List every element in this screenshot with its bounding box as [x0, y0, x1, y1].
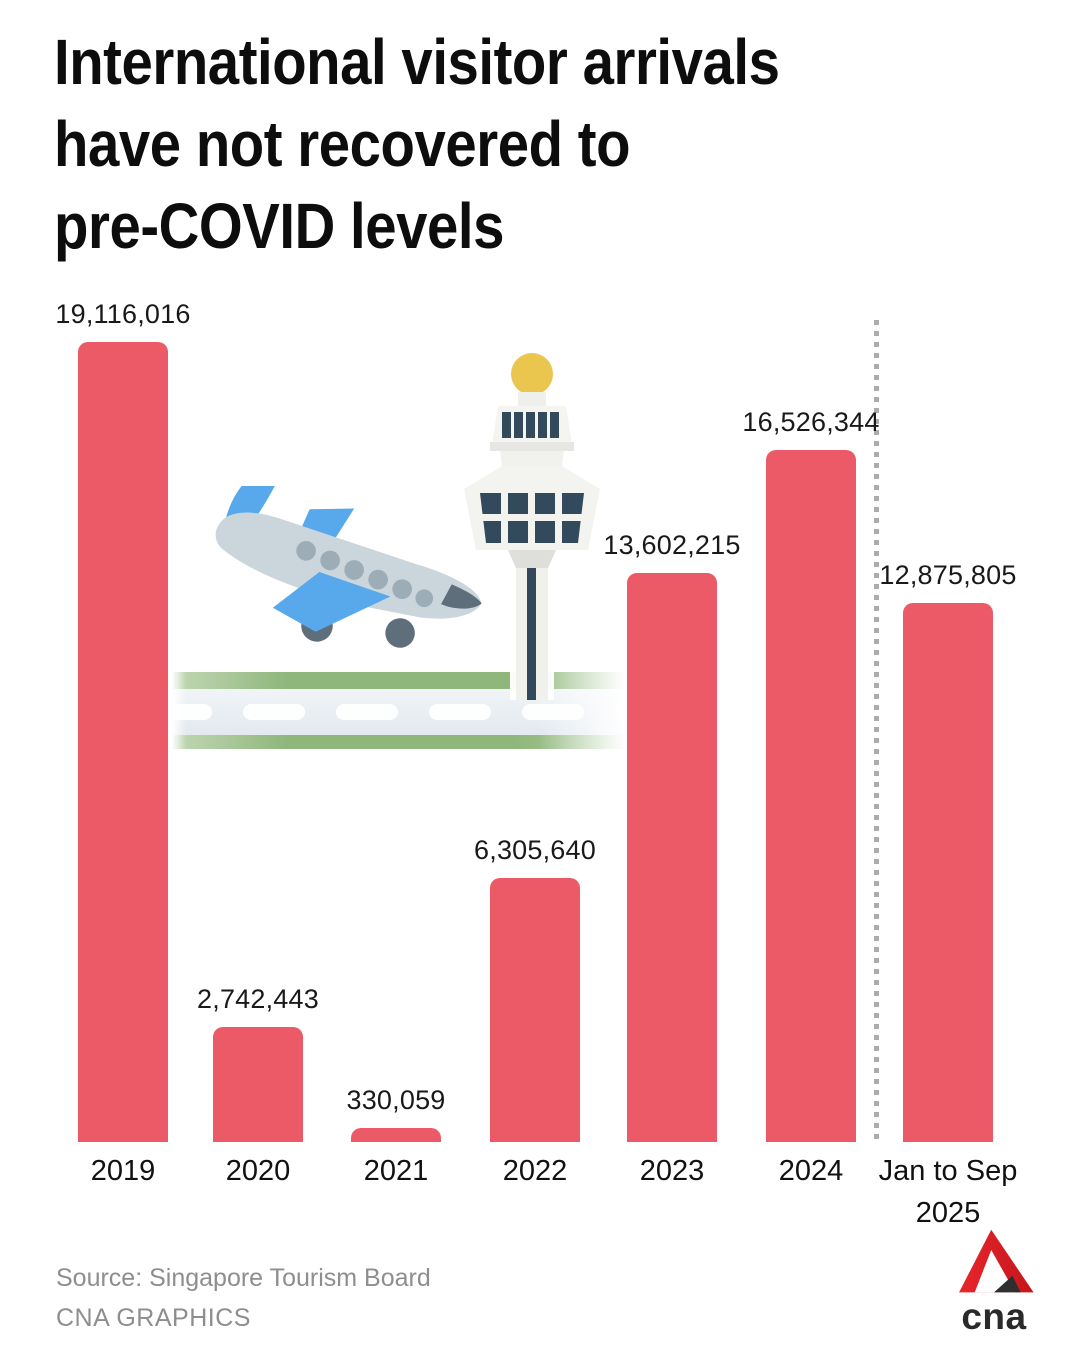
bar-value-label: 13,602,215 [603, 530, 741, 560]
bar-2024 [766, 450, 856, 1142]
axis-label: 2024 [778, 1155, 844, 1187]
bar-value-label: 16,526,344 [742, 407, 880, 437]
dotted-divider [874, 320, 879, 1142]
axis-label: 2022 [502, 1155, 568, 1187]
axis-label: 2020 [225, 1155, 291, 1187]
bar-2020 [213, 1027, 303, 1142]
chart-title: International visitor arrivals have not … [54, 26, 780, 262]
axis-label: 2019 [90, 1155, 156, 1187]
cna-logo-text: cna [961, 1296, 1027, 1337]
bar-value-label: 6,305,640 [474, 835, 596, 865]
cna-logo-icon [959, 1229, 1034, 1293]
bar-2022 [490, 878, 580, 1142]
bar-value-label: 2,742,443 [197, 984, 319, 1014]
source-text: Source: Singapore Tourism Board [56, 1264, 431, 1292]
axis-label: 2023 [639, 1155, 705, 1187]
airplane-landing-icon [215, 486, 482, 648]
footer: Source: Singapore Tourism Board CNA GRAP… [56, 1258, 431, 1338]
control-tower-icon [464, 353, 600, 700]
bar-value-label: 12,875,805 [879, 560, 1017, 590]
bar-2023 [627, 573, 717, 1142]
credit-text: CNA GRAPHICS [56, 1304, 251, 1332]
cna-logo: cna [942, 1226, 1046, 1335]
bar-value-label: 330,059 [346, 1085, 446, 1115]
bar-value-label: 19,116,016 [55, 299, 191, 329]
bar-chart: 19,116,016 2,742,443 330,059 6,305,640 13,60… [55, 299, 1017, 1142]
bar-2019 [78, 342, 168, 1142]
axis-label: Jan to Sep 2025 [878, 1155, 1018, 1229]
bar-2021 [351, 1128, 441, 1142]
runway-grass-bottom [172, 735, 630, 749]
axis-label: 2021 [363, 1155, 429, 1187]
bar-jan-to-sep-2025 [903, 603, 993, 1142]
runway-center-dashes [150, 704, 677, 720]
